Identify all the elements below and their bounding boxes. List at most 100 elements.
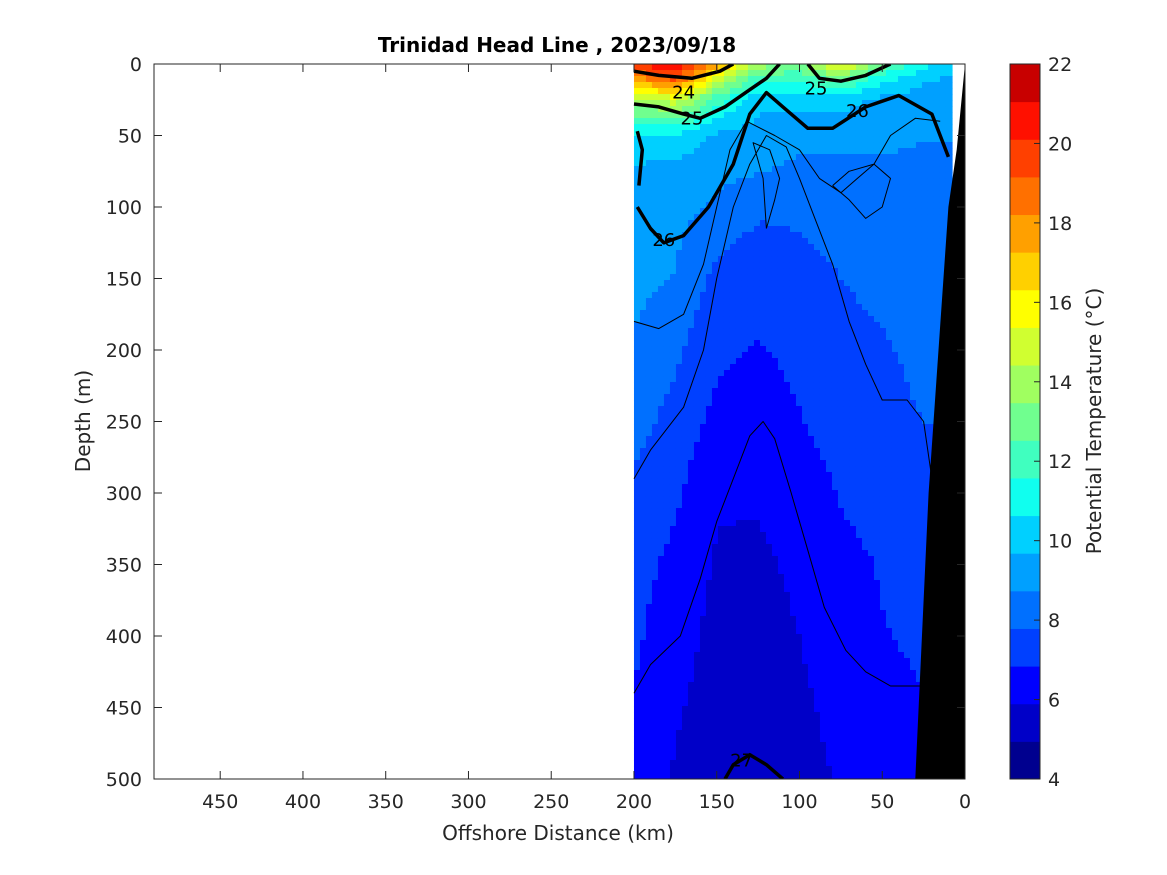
field-cell bbox=[633, 598, 641, 605]
field-cell bbox=[873, 742, 881, 749]
field-cell bbox=[693, 760, 701, 767]
field-cell bbox=[843, 376, 851, 383]
field-cell bbox=[735, 736, 743, 743]
field-cell bbox=[771, 178, 779, 185]
field-cell bbox=[849, 70, 857, 77]
field-cell bbox=[873, 418, 881, 425]
field-cell bbox=[639, 640, 647, 647]
field-cell bbox=[807, 706, 815, 713]
field-cell bbox=[807, 736, 815, 743]
field-cell bbox=[711, 682, 719, 689]
field-cell bbox=[711, 340, 719, 347]
field-cell bbox=[801, 142, 809, 149]
field-cell bbox=[717, 250, 725, 257]
field-cell bbox=[795, 532, 803, 539]
field-cell bbox=[717, 118, 725, 125]
field-cell bbox=[657, 166, 665, 173]
field-cell bbox=[765, 418, 773, 425]
field-cell bbox=[777, 664, 785, 671]
field-cell bbox=[735, 370, 743, 377]
field-cell bbox=[711, 244, 719, 251]
field-cell bbox=[645, 238, 653, 245]
field-cell bbox=[639, 436, 647, 443]
field-cell bbox=[855, 202, 863, 209]
field-cell bbox=[807, 490, 815, 497]
field-cell bbox=[699, 496, 707, 503]
field-cell bbox=[633, 358, 641, 365]
field-cell bbox=[657, 724, 665, 731]
field-cell bbox=[843, 148, 851, 155]
field-cell bbox=[639, 112, 647, 119]
field-cell bbox=[741, 340, 749, 347]
field-cell bbox=[819, 130, 827, 137]
field-cell bbox=[807, 694, 815, 701]
field-cell bbox=[831, 706, 839, 713]
field-cell bbox=[651, 178, 659, 185]
field-cell bbox=[873, 550, 881, 557]
field-cell bbox=[831, 298, 839, 305]
field-cell bbox=[831, 718, 839, 725]
field-cell bbox=[819, 490, 827, 497]
field-cell bbox=[705, 148, 713, 155]
field-cell bbox=[849, 598, 857, 605]
field-cell bbox=[837, 310, 845, 317]
field-cell bbox=[687, 412, 695, 419]
field-cell bbox=[681, 70, 689, 77]
field-cell bbox=[777, 112, 785, 119]
field-cell bbox=[795, 316, 803, 323]
field-cell bbox=[675, 580, 683, 587]
field-cell bbox=[831, 730, 839, 737]
field-cell bbox=[657, 340, 665, 347]
field-cell bbox=[819, 448, 827, 455]
field-cell bbox=[735, 442, 743, 449]
field-cell bbox=[813, 64, 821, 71]
field-cell bbox=[849, 106, 857, 113]
field-cell bbox=[825, 142, 833, 149]
field-cell bbox=[855, 532, 863, 539]
field-cell bbox=[771, 262, 779, 269]
field-cell bbox=[813, 76, 821, 83]
field-cell bbox=[741, 334, 749, 341]
field-cell bbox=[669, 502, 677, 509]
field-cell bbox=[819, 280, 827, 287]
field-cell bbox=[717, 706, 725, 713]
field-cell bbox=[687, 142, 695, 149]
field-cell bbox=[675, 304, 683, 311]
field-cell bbox=[699, 394, 707, 401]
field-cell bbox=[831, 688, 839, 695]
field-cell bbox=[819, 64, 827, 71]
field-cell bbox=[777, 742, 785, 749]
field-cell bbox=[753, 610, 761, 617]
field-cell bbox=[825, 688, 833, 695]
field-cell bbox=[837, 106, 845, 113]
field-cell bbox=[681, 520, 689, 527]
field-cell bbox=[807, 334, 815, 341]
field-cell bbox=[855, 682, 863, 689]
field-cell bbox=[849, 280, 857, 287]
field-cell bbox=[843, 574, 851, 581]
field-cell bbox=[843, 70, 851, 77]
field-cell bbox=[783, 328, 791, 335]
field-cell bbox=[825, 760, 833, 767]
field-cell bbox=[837, 160, 845, 167]
field-cell bbox=[669, 508, 677, 515]
field-cell bbox=[681, 178, 689, 185]
field-cell bbox=[849, 628, 857, 635]
field-cell bbox=[849, 364, 857, 371]
field-cell bbox=[759, 382, 767, 389]
field-cell bbox=[693, 310, 701, 317]
field-cell bbox=[789, 772, 797, 779]
field-cell bbox=[681, 562, 689, 569]
field-cell bbox=[699, 100, 707, 107]
field-cell bbox=[651, 406, 659, 413]
field-cell bbox=[717, 610, 725, 617]
field-cell bbox=[699, 742, 707, 749]
field-cell bbox=[765, 496, 773, 503]
field-cell bbox=[717, 274, 725, 281]
field-cell bbox=[687, 94, 695, 101]
field-cell bbox=[801, 262, 809, 269]
field-cell bbox=[681, 634, 689, 641]
field-cell bbox=[699, 298, 707, 305]
field-cell bbox=[831, 598, 839, 605]
field-cell bbox=[807, 640, 815, 647]
